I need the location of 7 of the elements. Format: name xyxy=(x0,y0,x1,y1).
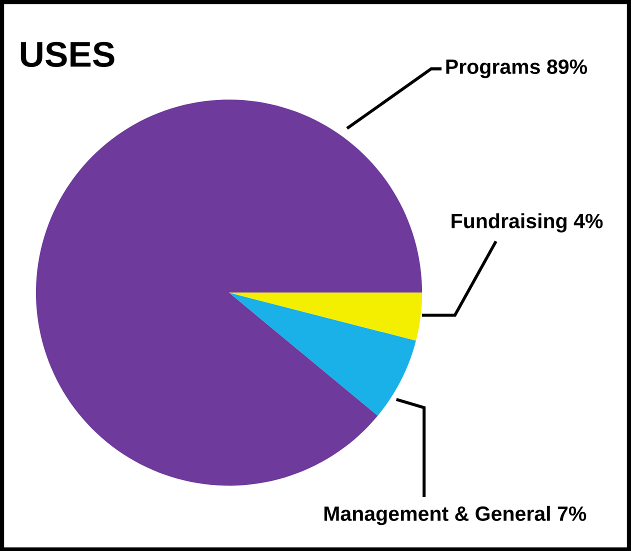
slice-label: Programs xyxy=(446,59,540,78)
data-label: 7% xyxy=(558,506,586,521)
data-label: 4% xyxy=(574,214,603,228)
data-label: 89% xyxy=(547,59,588,74)
slice-label: Fundraising xyxy=(452,213,566,232)
chart-title: USES xyxy=(20,42,114,67)
slice-label: Management & General xyxy=(324,506,550,525)
